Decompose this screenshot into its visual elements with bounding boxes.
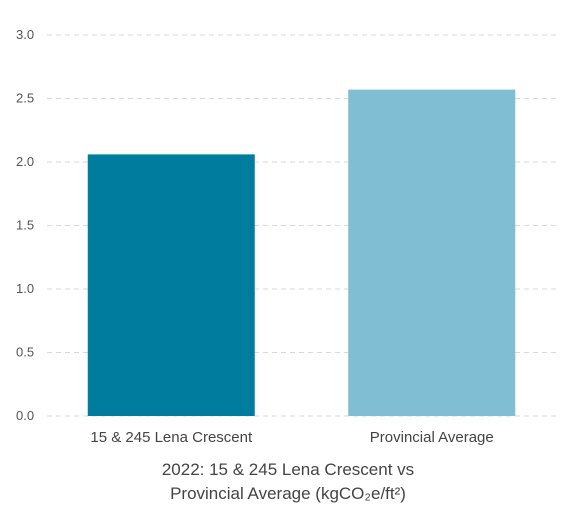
x-tick-label: Provincial Average	[370, 429, 494, 446]
x-tick-label: 15 & 245 Lena Crescent	[90, 429, 253, 446]
y-tick-label: 3.0	[16, 27, 34, 42]
x-axis-labels: 15 & 245 Lena Crescent Provincial Average	[90, 429, 493, 446]
bar	[348, 89, 516, 417]
chart-title-line-1: 2022: 15 & 245 Lena Crescent vs	[161, 460, 415, 479]
chart-title-line-2: Provincial Average (kgCO₂e/ft²)	[170, 484, 406, 503]
y-tick-label: 1.5	[16, 218, 34, 233]
y-tick-label: 2.5	[16, 91, 34, 106]
y-axis-ticks: 0.0 0.5 1.0 1.5 2.0 2.5 3.0	[16, 27, 34, 423]
bar-chart: 0.0 0.5 1.0 1.5 2.0 2.5 3.0 15 & 245 Lena Cres…	[16, 27, 560, 446]
bar	[87, 154, 255, 416]
y-tick-label: 2.0	[16, 154, 34, 169]
y-tick-label: 0.0	[16, 408, 34, 423]
y-tick-label: 1.0	[16, 281, 34, 296]
bars	[87, 89, 516, 417]
y-tick-label: 0.5	[16, 345, 34, 360]
